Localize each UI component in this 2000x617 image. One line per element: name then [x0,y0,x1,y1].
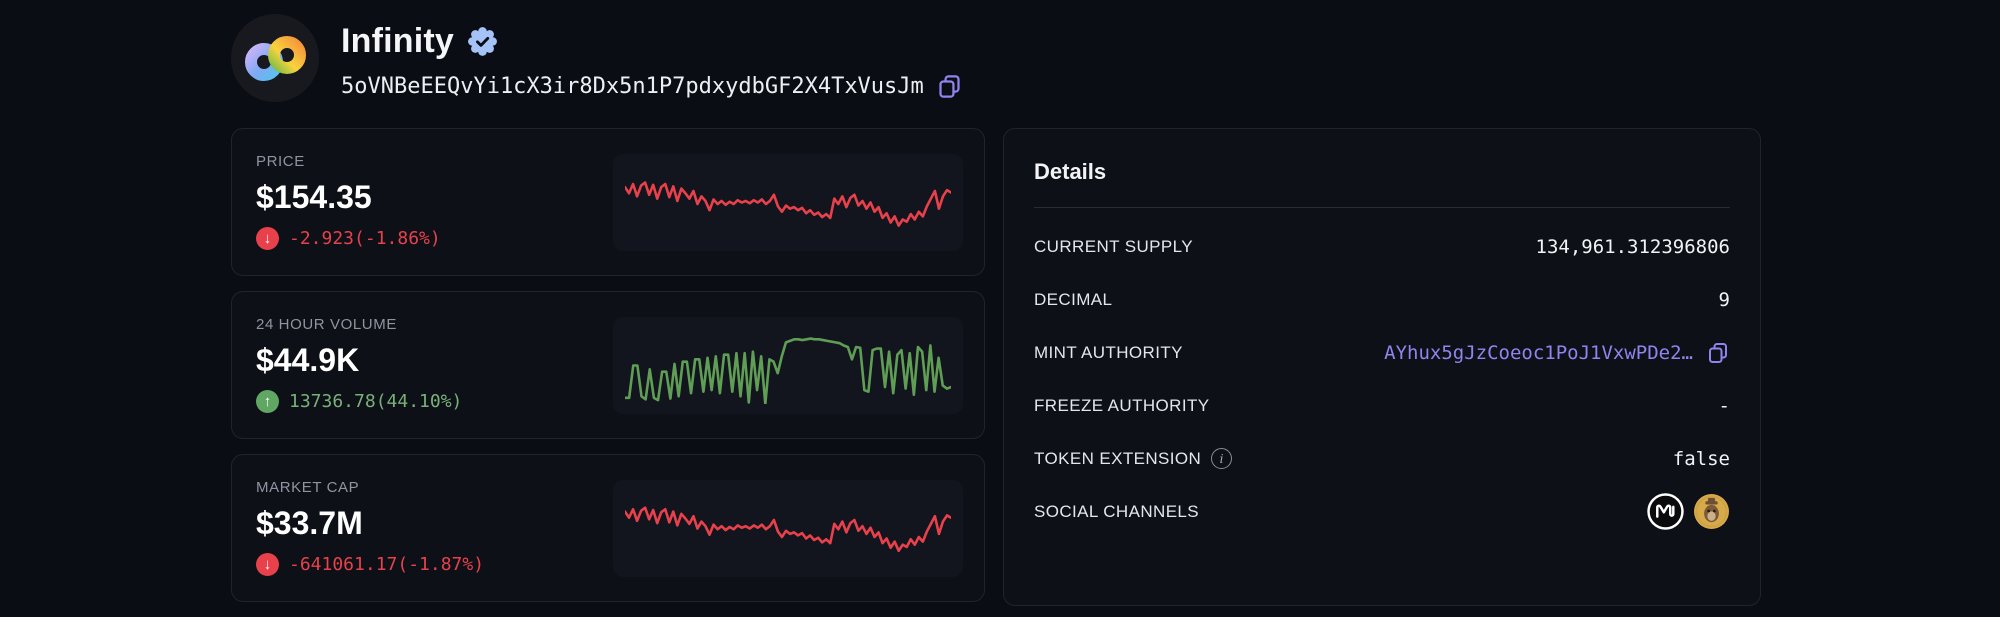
freeze-authority-value: - [1718,394,1730,417]
decimal-value: 9 [1718,288,1730,311]
freeze-authority-label: FREEZE AUTHORITY [1034,395,1210,415]
volume-card: 24 HOUR VOLUME $44.9K ↑ 13736.78(44.10%) [231,291,985,439]
token-title: Infinity [341,22,455,60]
marketcap-direction-icon: ↓ [256,553,279,576]
freeze-authority-row: FREEZE AUTHORITY - [1034,379,1730,432]
token-extension-label: TOKEN EXTENSION i [1034,448,1233,469]
token-address: 5oVNBeEEQvYi1cX3ir8Dx5n1P7pdxydbGF2X4TxV… [341,74,924,99]
volume-direction-icon: ↑ [256,390,279,413]
volume-sparkline-panel [613,317,963,414]
volume-sparkline-chart [625,327,951,404]
details-divider [1034,207,1730,208]
marketcap-label: MARKET CAP [256,479,360,496]
stats-column: PRICE $154.35 ↓ -2.923(-1.86%) 24 HOUR V… [231,128,985,617]
price-sparkline-panel [613,154,963,251]
current-supply-label: CURRENT SUPPLY [1034,236,1193,256]
token-extension-row: TOKEN EXTENSION i false [1034,432,1730,485]
gold-mascot-link[interactable] [1693,493,1730,530]
social-channels-label: SOCIAL CHANNELS [1034,501,1200,521]
current-supply-row: CURRENT SUPPLY 134,961.312396806 [1034,220,1730,273]
copy-icon [1709,342,1727,363]
coinmarketcap-icon [1647,493,1684,530]
copy-address-button[interactable] [936,73,963,100]
price-label: PRICE [256,153,305,170]
volume-value: $44.9K [256,342,360,378]
marketcap-value: $33.7M [256,505,363,541]
mint-authority-link[interactable]: AYhux5gJzCoeoc1PoJ1VxwPDe2… [1384,341,1693,364]
decimal-label: DECIMAL [1034,289,1113,309]
volume-change: 13736.78(44.10%) [289,391,463,412]
details-card: Details CURRENT SUPPLY 134,961.312396806… [1003,128,1761,606]
price-card: PRICE $154.35 ↓ -2.923(-1.86%) [231,128,985,276]
token-extension-label-text: TOKEN EXTENSION [1034,448,1202,468]
token-extension-value: false [1672,447,1730,470]
decimal-row: DECIMAL 9 [1034,273,1730,326]
infinity-logo-icon [231,14,319,102]
marketcap-change: -641061.17(-1.87%) [289,554,485,575]
coinmarketcap-link[interactable] [1647,493,1684,530]
volume-label: 24 HOUR VOLUME [256,316,397,333]
price-sparkline-chart [625,164,951,241]
social-channels-row: SOCIAL CHANNELS [1034,485,1730,538]
mint-authority-label: MINT AUTHORITY [1034,342,1183,362]
price-value: $154.35 [256,179,372,215]
marketcap-sparkline-chart [625,490,951,567]
token-header: Infinity 5oVNBeEEQvYi1cX3ir8Dx5n1P7pdxyd… [231,14,963,102]
marketcap-card: MARKET CAP $33.7M ↓ -641061.17(-1.87%) [231,454,985,602]
mint-authority-row: MINT AUTHORITY AYhux5gJzCoeoc1PoJ1VxwPDe… [1034,326,1730,379]
current-supply-value: 134,961.312396806 [1535,235,1730,258]
copy-mint-authority-button[interactable] [1706,341,1730,365]
details-title: Details [1034,159,1107,184]
token-logo [231,14,319,102]
verified-badge-icon [468,27,497,56]
price-change: -2.923(-1.86%) [289,228,441,249]
copy-icon [939,75,960,98]
marketcap-sparkline-panel [613,480,963,577]
info-icon[interactable]: i [1211,448,1233,469]
gold-mascot-coin-icon [1694,494,1729,529]
price-direction-icon: ↓ [256,227,279,250]
